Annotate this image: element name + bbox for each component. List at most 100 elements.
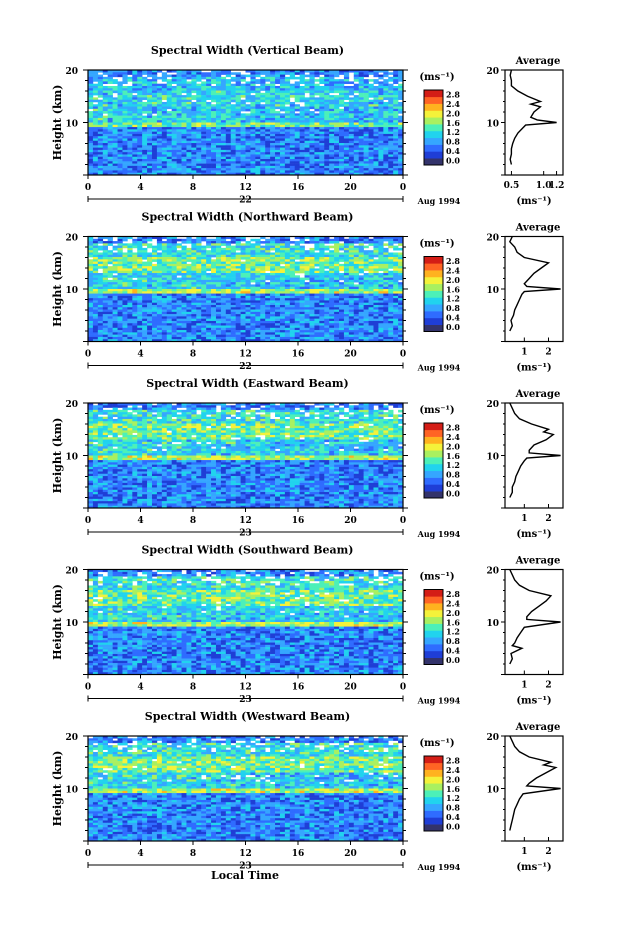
average-x-tick-label: 2 <box>545 348 551 358</box>
colorbar-tick-label: 0.4 <box>446 146 460 156</box>
average-y-tick-label: 10 <box>486 120 499 130</box>
colorbar-swatch <box>424 144 443 152</box>
colorbar-tick-label: 1.6 <box>446 284 460 294</box>
average-x-tick-label: 2 <box>545 681 551 691</box>
colorbar-tick-label: 1.2 <box>446 294 460 304</box>
day-label: 23 <box>239 862 252 872</box>
colorbar-swatch <box>424 589 443 597</box>
colorbar-swatch <box>424 436 443 444</box>
colorbar-swatch <box>424 270 443 278</box>
colorbar-swatch <box>424 783 443 791</box>
date-label: Aug 1994 <box>417 696 461 706</box>
colorbar-tick-label: 2.4 <box>446 599 460 609</box>
colorbar-tick-label: 1.2 <box>446 460 460 470</box>
x-tick-label: 16 <box>292 849 305 859</box>
average-profile-line <box>509 402 561 498</box>
average-title: Average <box>515 223 561 234</box>
panel-title: Spectral Width (Vertical Beam) <box>151 44 344 57</box>
colorbar-swatch <box>424 637 443 645</box>
date-label: Aug 1994 <box>417 529 461 539</box>
average-y-tick-label: 10 <box>486 453 499 463</box>
colorbar-tick-label: 0.0 <box>446 155 460 165</box>
average-x-tick-label: 2 <box>545 514 551 524</box>
colorbar-swatch <box>424 457 443 465</box>
colorbar-swatch <box>424 484 443 492</box>
average-x-axis-label: (ms⁻¹) <box>516 862 551 873</box>
colorbar-swatch <box>424 796 443 805</box>
average-y-tick-label: 20 <box>486 67 499 77</box>
colorbar-tick-label: 0.4 <box>446 812 460 822</box>
colorbar-swatch <box>424 137 443 145</box>
colorbar-swatch <box>424 90 443 98</box>
colorbar-frame <box>423 256 444 332</box>
x-tick-label: 12 <box>239 183 252 193</box>
average-profile-line <box>509 569 561 665</box>
x-tick-label: 16 <box>292 516 305 526</box>
colorbar-swatch <box>424 603 443 611</box>
x-tick-label: 20 <box>344 683 357 693</box>
x-tick-label: 0 <box>400 516 406 526</box>
panel-stack: Spectral Width (Vertical Beam)1020Height… <box>51 44 564 873</box>
y-axis-label: Height (km) <box>51 418 64 494</box>
x-tick-label: 8 <box>190 350 196 360</box>
y-axis-label: Height (km) <box>51 85 64 161</box>
colorbar-swatch <box>424 824 443 832</box>
colorbar-swatch <box>424 776 443 784</box>
x-tick-label: 20 <box>344 350 357 360</box>
x-tick-label: 12 <box>239 849 252 859</box>
average-y-tick-label: 20 <box>486 567 499 577</box>
colorbar-tick-label: 2.4 <box>446 266 460 276</box>
colorbar-tick-label: 1.6 <box>446 617 460 627</box>
colorbar-frame <box>423 89 444 166</box>
average-y-tick-label: 20 <box>486 234 499 244</box>
colorbar-tick-label: 2.0 <box>446 275 460 285</box>
y-tick-label: 20 <box>65 400 78 410</box>
colorbar-tick-label: 2.8 <box>446 756 460 766</box>
average-x-axis-label: (ms⁻¹) <box>516 696 551 707</box>
colorbar-swatch <box>424 762 443 770</box>
colorbar-swatch <box>424 103 443 111</box>
panel-title: Spectral Width (Southward Beam) <box>141 544 353 557</box>
y-tick-label: 10 <box>65 120 78 130</box>
average-x-tick-label: 1 <box>521 348 527 358</box>
y-axis-label: Height (km) <box>51 584 64 660</box>
colorbar-unit-label: (ms⁻¹) <box>419 239 454 250</box>
x-tick-label: 4 <box>137 350 143 360</box>
heatmap <box>88 403 404 509</box>
colorbar-tick-label: 2.4 <box>446 765 460 775</box>
colorbar-tick-label: 1.6 <box>446 784 460 794</box>
panel-1: Spectral Width (Vertical Beam)1020Height… <box>51 44 564 207</box>
colorbar-swatch <box>424 450 443 458</box>
average-x-tick-label: 0.5 <box>504 181 520 191</box>
colorbar-tick-label: 1.2 <box>446 127 460 137</box>
colorbar-swatch <box>424 304 443 312</box>
colorbar-tick-label: 1.2 <box>446 793 460 803</box>
y-tick-label: 20 <box>65 234 78 244</box>
y-tick-label: 10 <box>65 286 78 296</box>
date-label: Aug 1994 <box>417 196 461 206</box>
colorbar-tick-label: 2.8 <box>446 589 460 599</box>
colorbar-tick-label: 2.8 <box>446 90 460 100</box>
colorbar-swatch <box>424 616 443 624</box>
heatmap <box>88 569 404 675</box>
colorbar-tick-label: 0.4 <box>446 312 460 322</box>
day-label: 23 <box>239 529 252 539</box>
colorbar-unit-label: (ms⁻¹) <box>419 405 454 416</box>
x-tick-label: 16 <box>292 683 305 693</box>
colorbar-tick-label: 0.0 <box>446 322 460 332</box>
y-tick-label: 20 <box>65 567 78 577</box>
x-tick-label: 4 <box>137 849 143 859</box>
average-x-axis-label: (ms⁻¹) <box>516 196 551 207</box>
colorbar-tick-label: 1.6 <box>446 118 460 128</box>
panel-4: Spectral Width (Southward Beam)1020Heigh… <box>51 544 564 707</box>
colorbar-frame <box>423 755 444 832</box>
x-tick-label: 16 <box>292 350 305 360</box>
x-tick-label: 8 <box>190 683 196 693</box>
colorbar-swatch <box>424 317 443 325</box>
x-tick-label: 20 <box>344 183 357 193</box>
average-x-axis-label: (ms⁻¹) <box>516 363 551 374</box>
colorbar-frame <box>423 589 444 665</box>
colorbar-tick-label: 0.0 <box>446 655 460 665</box>
panel-5: Spectral Width (Westward Beam)1020Height… <box>51 710 564 873</box>
y-tick-label: 20 <box>65 67 78 77</box>
